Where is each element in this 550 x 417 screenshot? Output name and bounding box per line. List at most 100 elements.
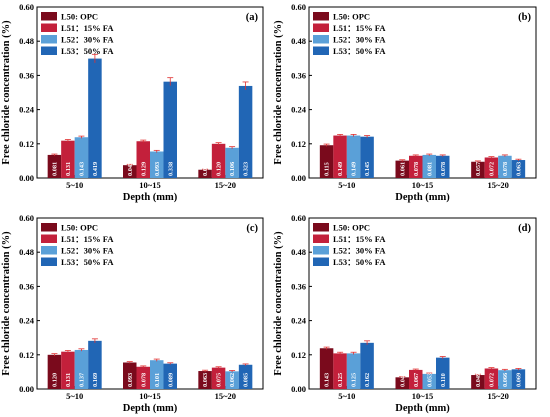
data-label: 0.137 [78,373,85,387]
bar [61,351,75,389]
x-tick-label: 5~10 [338,180,355,190]
data-label: 0.131 [65,373,72,387]
x-tick-label: 15~20 [215,391,236,401]
legend-swatch [41,223,57,232]
legend-swatch [41,246,57,255]
legend-swatch [41,23,57,32]
legend-swatch [313,12,329,21]
bar [88,58,102,178]
y-tick-label: 0.36 [291,70,306,80]
x-tick-label: 10~15 [139,180,160,190]
bar [422,154,436,178]
y-tick-label: 0.00 [19,173,34,183]
y-tick-label: 0.24 [291,316,307,326]
x-tick-label: 5~10 [66,391,83,401]
y-tick-label: 0.60 [291,2,306,12]
data-label: 0.129 [140,162,147,176]
x-tick-label: 15~20 [487,180,508,190]
bar [198,371,212,389]
bar [436,357,450,389]
panel-label: (b) [518,12,531,23]
data-label: 0.062 [229,373,236,387]
bar [225,371,239,389]
chart-panel-4: 0.00 0.12 0.24 0.36 0.48 0.60 Free chloride co… [273,213,537,414]
bar [123,362,137,389]
legend-entry: L51：15% FA [333,234,386,244]
legend-swatch [41,46,57,55]
legend-entry: L51：15% FA [333,23,386,33]
data-label: 0.120 [51,373,58,387]
bar [150,360,164,389]
legend-entry: L53：50% FA [61,46,114,56]
data-label: 0.081 [51,162,58,176]
data-label: 0.078 [440,162,447,176]
y-axis-title: Free chloride concentration (%) [273,20,284,165]
y-tick-label: 0.36 [291,281,306,291]
y-tick-label: 0.12 [291,350,306,360]
legend-entry: L53：50% FA [61,257,114,267]
y-tick-label: 0.60 [19,2,34,12]
data-label: 0.049 [475,373,482,387]
bar [346,135,361,178]
y-tick-label: 0.24 [291,105,307,115]
x-tick-label: 15~20 [487,391,508,401]
data-label: 0.149 [337,162,344,176]
y-tick-label: 0.36 [19,70,34,80]
data-label: 0.053 [426,373,433,387]
data-label: 0.338 [167,162,174,176]
bar [61,140,75,178]
x-axis-title: Depth (mm) [123,403,178,414]
y-tick-label: 0.00 [291,384,306,394]
legend-swatch [41,234,57,243]
data-label: 0.110 [440,373,447,387]
chart-panel-3: 0.00 0.12 0.24 0.36 0.48 0.60 Free chloride co… [1,213,264,414]
legend-swatch [313,23,329,32]
bar [319,145,334,178]
bar [74,349,89,389]
data-label: 0.063 [515,162,522,176]
data-label: 0.093 [127,373,134,387]
legend-swatch [41,257,57,266]
data-label: 0.106 [229,162,236,176]
legend-entry: L51：15% FA [61,23,114,33]
legend-entry: L50: OPC [333,12,370,22]
legend-entry: L53：50% FA [333,257,386,267]
bar [211,143,226,178]
bar [436,155,450,178]
y-tick-label: 0.60 [19,213,34,223]
y-axis-title: Free chloride concentration (%) [273,231,284,376]
y-tick-label: 0.48 [291,247,306,257]
data-label: 0.131 [65,162,72,176]
bar [511,160,526,178]
data-label: 0.115 [324,162,331,176]
bar [88,340,102,389]
data-label: 0.066 [502,373,509,387]
legend-swatch [313,223,329,232]
data-label: 0.072 [488,373,495,387]
legend-swatch [41,35,57,44]
legend-entry: L50: OPC [61,223,98,233]
y-axis-title: Free chloride concentration (%) [1,231,12,376]
x-axis-title: Depth (mm) [123,192,178,203]
bar [360,136,374,178]
data-label: 0.145 [364,162,371,176]
bar [484,368,499,389]
data-label: 0.085 [243,373,250,387]
legend-swatch [313,46,329,55]
bar [47,354,62,389]
x-tick-label: 5~10 [66,180,83,190]
bar [360,342,374,389]
bar [198,169,212,178]
data-label: 0.169 [92,373,99,387]
bar [225,147,239,178]
bar [346,353,361,389]
y-tick-label: 0.00 [291,173,306,183]
bar [511,369,526,389]
legend-entry: L52：30% FA [333,35,386,45]
bar [319,348,334,389]
data-label: 0.069 [515,373,522,387]
data-label: 0.041 [399,373,406,387]
